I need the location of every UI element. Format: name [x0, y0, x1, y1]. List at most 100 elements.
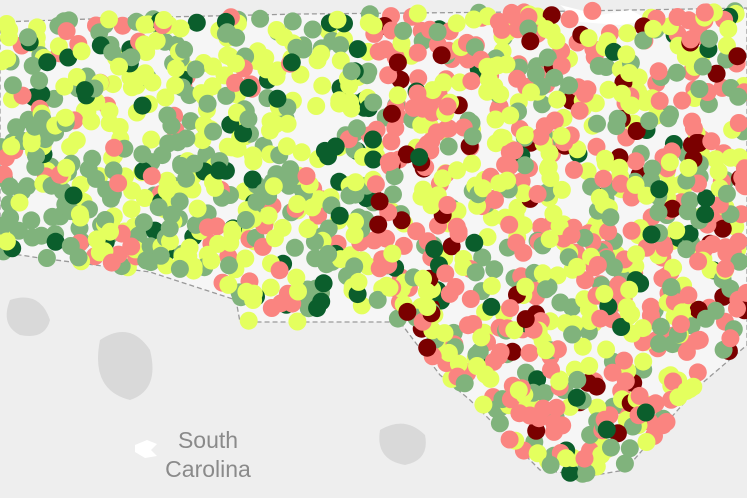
- location-dot[interactable]: [428, 23, 447, 41]
- location-dot[interactable]: [267, 21, 286, 39]
- location-dot[interactable]: [188, 199, 207, 218]
- location-dot[interactable]: [82, 112, 101, 131]
- location-dot[interactable]: [369, 42, 388, 61]
- location-dot[interactable]: [157, 181, 176, 200]
- location-dot[interactable]: [597, 340, 616, 359]
- location-dot[interactable]: [579, 29, 598, 48]
- location-dot[interactable]: [369, 215, 388, 234]
- location-dot[interactable]: [667, 221, 686, 240]
- location-dot[interactable]: [210, 161, 228, 180]
- location-dot[interactable]: [2, 137, 21, 156]
- location-dot[interactable]: [455, 374, 474, 393]
- location-dot[interactable]: [717, 184, 736, 203]
- location-dot[interactable]: [622, 96, 641, 115]
- location-dot[interactable]: [539, 157, 558, 176]
- location-dot[interactable]: [418, 338, 437, 357]
- location-dot[interactable]: [102, 253, 121, 272]
- location-dot[interactable]: [133, 145, 152, 164]
- location-dot[interactable]: [644, 19, 663, 38]
- location-dot[interactable]: [247, 192, 266, 211]
- location-dot[interactable]: [134, 213, 153, 232]
- location-dot[interactable]: [312, 292, 331, 311]
- location-dot[interactable]: [313, 76, 332, 95]
- location-dot[interactable]: [32, 85, 51, 103]
- location-dot[interactable]: [575, 84, 594, 103]
- location-dot[interactable]: [490, 414, 509, 433]
- location-dot[interactable]: [472, 328, 491, 347]
- location-dot[interactable]: [462, 72, 481, 91]
- location-dot[interactable]: [651, 317, 670, 336]
- location-dot[interactable]: [551, 293, 570, 312]
- location-dot[interactable]: [590, 188, 609, 207]
- location-dot[interactable]: [312, 44, 331, 63]
- location-dot[interactable]: [500, 215, 519, 234]
- location-dot[interactable]: [709, 162, 728, 181]
- location-dot[interactable]: [103, 43, 122, 62]
- location-dot[interactable]: [83, 149, 102, 168]
- location-dot[interactable]: [133, 96, 152, 115]
- location-dot[interactable]: [482, 297, 501, 316]
- location-dot[interactable]: [617, 45, 636, 64]
- location-dot[interactable]: [440, 284, 459, 303]
- location-dot[interactable]: [227, 54, 245, 73]
- location-dot[interactable]: [576, 271, 595, 290]
- location-dot[interactable]: [281, 168, 300, 187]
- location-dot[interactable]: [474, 395, 493, 414]
- location-dot[interactable]: [447, 14, 466, 33]
- location-dot[interactable]: [383, 244, 402, 263]
- location-dot[interactable]: [10, 193, 29, 212]
- location-dot[interactable]: [643, 159, 662, 178]
- location-dot[interactable]: [538, 48, 557, 67]
- location-dot[interactable]: [575, 449, 594, 468]
- location-dot[interactable]: [239, 110, 258, 129]
- location-dot[interactable]: [607, 117, 626, 136]
- location-dot[interactable]: [408, 84, 427, 103]
- location-dot[interactable]: [418, 298, 437, 316]
- location-dot[interactable]: [677, 381, 696, 400]
- location-dot[interactable]: [588, 114, 606, 133]
- location-dot[interactable]: [663, 199, 682, 218]
- location-dot[interactable]: [110, 118, 129, 136]
- location-dot[interactable]: [461, 290, 480, 308]
- location-dot[interactable]: [679, 158, 698, 177]
- location-dot[interactable]: [627, 122, 646, 140]
- location-dot[interactable]: [594, 169, 613, 188]
- location-dot[interactable]: [616, 372, 635, 391]
- location-dot[interactable]: [642, 225, 661, 244]
- location-dot[interactable]: [459, 316, 477, 335]
- location-dot[interactable]: [660, 153, 679, 172]
- location-dot[interactable]: [392, 211, 411, 230]
- location-dot[interactable]: [243, 146, 262, 165]
- location-dot[interactable]: [479, 70, 498, 89]
- location-dot[interactable]: [463, 127, 482, 146]
- location-dot[interactable]: [432, 46, 451, 65]
- location-dot[interactable]: [43, 207, 62, 226]
- location-dot[interactable]: [702, 132, 721, 151]
- location-dot[interactable]: [612, 318, 631, 336]
- location-dot[interactable]: [330, 206, 349, 225]
- location-dot[interactable]: [729, 232, 747, 251]
- location-dot[interactable]: [142, 167, 161, 186]
- location-dot[interactable]: [151, 246, 170, 265]
- location-dot[interactable]: [536, 280, 555, 299]
- location-dot[interactable]: [287, 38, 306, 57]
- location-dot[interactable]: [204, 57, 222, 76]
- location-dot[interactable]: [688, 363, 707, 382]
- location-dot[interactable]: [177, 129, 196, 148]
- location-dot[interactable]: [348, 40, 367, 59]
- location-dot[interactable]: [113, 16, 132, 35]
- location-dot[interactable]: [577, 463, 596, 482]
- location-dot[interactable]: [1, 208, 20, 227]
- location-dot[interactable]: [370, 192, 389, 211]
- location-dot[interactable]: [171, 19, 190, 38]
- location-dot[interactable]: [162, 116, 181, 135]
- location-dot[interactable]: [331, 36, 350, 55]
- location-dot[interactable]: [359, 62, 378, 81]
- location-dot[interactable]: [38, 53, 57, 72]
- location-dot[interactable]: [565, 160, 583, 179]
- location-dot[interactable]: [70, 205, 89, 224]
- location-dot[interactable]: [412, 115, 431, 134]
- location-dot[interactable]: [501, 106, 520, 125]
- location-dot[interactable]: [386, 119, 405, 137]
- location-dot[interactable]: [268, 89, 287, 108]
